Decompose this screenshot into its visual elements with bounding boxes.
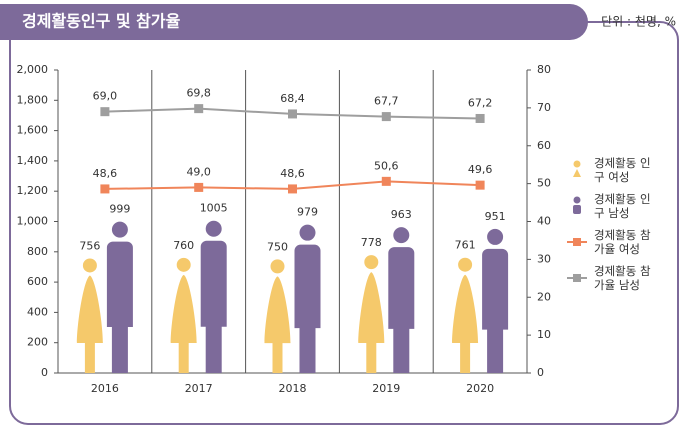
legend-icon (573, 205, 581, 214)
y2-tick-label: 70 (537, 101, 551, 114)
data-label: 67,2 (468, 96, 493, 109)
y-tick-label: 1,400 (17, 154, 49, 167)
title-bar (0, 4, 588, 40)
data-label: 750 (267, 240, 288, 253)
marker (288, 109, 297, 119)
male-figure (482, 228, 509, 373)
data-label: 761 (455, 239, 476, 252)
frame (9, 21, 679, 425)
female-figure (264, 259, 291, 373)
legend-icon (573, 196, 581, 204)
data-label: 69,0 (93, 90, 118, 103)
y2-tick-label: 20 (537, 290, 551, 303)
data-label: 69,8 (186, 87, 211, 100)
x-tick-label: 2020 (466, 382, 494, 395)
unit-label: 단위 : 천명, % (601, 14, 676, 29)
x-tick-label: 2016 (91, 382, 119, 395)
legend-icon (573, 238, 581, 246)
male-figure (200, 220, 227, 373)
male-figure (294, 224, 321, 373)
y-tick-label: 1,600 (17, 124, 49, 137)
marker (194, 182, 204, 192)
marker (381, 112, 391, 122)
female-figure (452, 257, 479, 373)
y-tick-label: 1,000 (17, 215, 49, 228)
x-tick-label: 2018 (279, 382, 307, 395)
marker (475, 113, 485, 123)
data-label: 979 (297, 206, 318, 219)
female-figure (76, 258, 103, 373)
data-label: 50,6 (374, 159, 399, 172)
male-figure (388, 227, 415, 373)
legend-label: 경제활동 인구 남성 (594, 192, 651, 220)
female-figure (358, 255, 385, 373)
y-tick-label: 2,000 (17, 63, 49, 76)
x-tick-label: 2017 (185, 382, 213, 395)
legend-icon (573, 169, 581, 177)
marker (288, 184, 297, 194)
data-label: 48,6 (93, 167, 118, 180)
data-label: 760 (173, 239, 194, 252)
marker (100, 184, 110, 194)
y2-tick-label: 0 (537, 366, 544, 379)
y-tick-label: 1,800 (17, 93, 49, 106)
data-label: 963 (391, 208, 412, 221)
legend-label: 경제활동 참가율 남성 (594, 264, 651, 292)
y-tick-label: 800 (27, 245, 48, 258)
data-label: 49,0 (186, 165, 211, 178)
data-label: 67,7 (374, 95, 399, 108)
data-label: 778 (361, 236, 382, 249)
y2-tick-label: 30 (537, 252, 551, 265)
male-figure (106, 221, 133, 373)
female-figure (170, 257, 197, 373)
data-label: 48,6 (280, 167, 305, 180)
data-label: 68,4 (280, 92, 305, 105)
chart-title: 경제활동인구 및 참가율 (22, 12, 181, 31)
marker (381, 176, 391, 186)
legend-icon (573, 160, 581, 168)
legend-icon (573, 274, 581, 282)
y-tick-label: 0 (41, 366, 48, 379)
y-tick-label: 1,200 (17, 184, 49, 197)
y2-tick-label: 40 (537, 215, 551, 228)
legend-label: 경제활동 참가율 여성 (594, 228, 651, 256)
y-tick-label: 400 (27, 305, 48, 318)
y2-tick-label: 50 (537, 177, 551, 190)
legend-label: 경제활동 인구 여성 (594, 156, 651, 184)
data-label: 999 (109, 203, 130, 216)
data-label: 756 (79, 239, 100, 252)
y2-tick-label: 10 (537, 328, 551, 341)
y-tick-label: 600 (27, 275, 48, 288)
x-tick-label: 2019 (372, 382, 400, 395)
marker (100, 107, 110, 117)
marker (194, 104, 204, 114)
y-tick-label: 200 (27, 336, 48, 349)
marker (475, 180, 485, 190)
y2-tick-label: 60 (537, 139, 551, 152)
data-label: 951 (485, 210, 506, 223)
y2-tick-label: 80 (537, 63, 551, 76)
data-label: 1005 (200, 202, 228, 215)
data-label: 49,6 (468, 163, 493, 176)
